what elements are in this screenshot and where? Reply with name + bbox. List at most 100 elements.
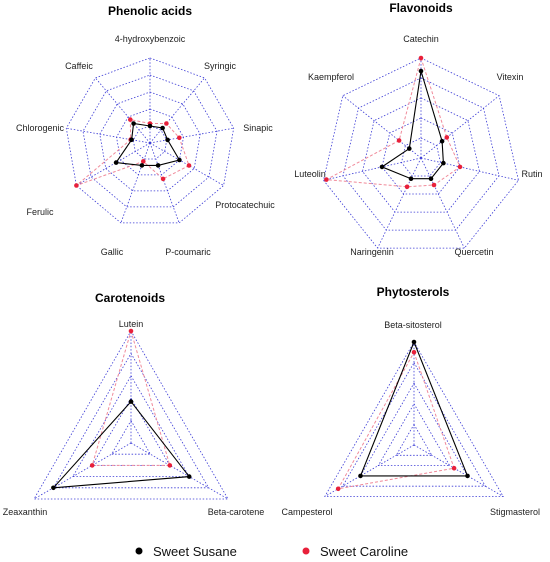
phenolic-acids-title: Phenolic acids: [108, 4, 192, 18]
flavonoids-spoke-luteolin: [323, 157, 422, 181]
carotenoids-grid: [33, 330, 229, 500]
phytosterols-grid-ring-4: [341, 361, 487, 487]
phenolic-acids-point-sweet-caroline-gallic: [141, 159, 146, 164]
phenolic-acids-grid-ring-1: [132, 125, 168, 160]
phytosterols-point-sweet-susane-campesterol: [358, 473, 363, 479]
phenolic-acids-point-sweet-susane-ferulic: [113, 160, 119, 165]
phenolic-acids-point-sweet-susane-protocatechuic: [177, 157, 182, 163]
flavonoids-axis-label-naringenin: Naringenin: [350, 247, 394, 257]
phytosterols-point-sweet-caroline-beta-sitosterol: [411, 350, 417, 355]
phenolic-acids-point-sweet-susane-sinapic: [165, 137, 170, 143]
phytosterols-spoke-stigmasterol: [413, 444, 504, 497]
phytosterols-title: Phytosterols: [377, 285, 450, 299]
phenolic-acids-point-sweet-caroline-ferulic: [74, 183, 79, 188]
flavonoids-series-line-sweet-caroline: [324, 56, 461, 188]
carotenoids-series-line-sweet-susane: [52, 400, 191, 489]
phenolic-acids-point-sweet-caroline-caffeic: [128, 117, 133, 122]
phenolic-acids-axis-label-caffeic: Caffeic: [65, 61, 93, 71]
carotenoids-series-line-sweet-caroline: [91, 329, 171, 466]
phytosterols-point-sweet-caroline-stigmasterol: [451, 465, 457, 471]
phenolic-acids-grid-ring-3: [99, 91, 201, 192]
phenolic-acids-spoke-ferulic: [76, 142, 151, 186]
carotenoids-grid-ring-5: [33, 330, 229, 500]
phytosterols-axis-label-stigmasterol: Stigmasterol: [490, 507, 540, 517]
carotenoids-grid-ring-3: [72, 375, 190, 478]
phenolic-acids-point-sweet-caroline-syringic: [164, 121, 169, 126]
flavonoids-spoke-naringenin: [377, 157, 422, 249]
flavonoids-point-sweet-caroline-naringenin: [404, 184, 410, 190]
phenolic-acids-spoke-chlorogenic: [66, 127, 151, 144]
phytosterols-panel: Phytosterols Beta-sitosterol Stigmasterol…: [281, 285, 540, 517]
phenolic-acids-panel: Phenolic acids 4-hydroxybenzoic Syringic S…: [16, 4, 275, 257]
phenolic-acids-series-line-sweet-caroline: [76, 118, 190, 186]
flavonoids-point-sweet-caroline-catechin: [418, 55, 424, 61]
phytosterols-axis-label-beta-sitosterol: Beta-sitosterol: [384, 320, 442, 330]
carotenoids-point-sweet-susane-lutein: [128, 399, 134, 404]
carotenoids-axis-label-lutein: Lutein: [119, 319, 144, 329]
carotenoids-panel: Carotenoids Lutein Beta-carotene Zeaxanthi…: [3, 291, 265, 517]
carotenoids-spoke-beta-carotene: [130, 442, 229, 500]
phenolic-acids-spoke-syringic: [149, 77, 205, 144]
carotenoids-point-sweet-susane-zeaxanthin: [51, 485, 56, 491]
flavonoids-spoke-rutin: [420, 157, 519, 181]
phenolic-acids-grid-ring-5: [65, 57, 235, 224]
flavonoids-panel: Flavonoids Catechin Vitexin Rutin Quercetin…: [294, 1, 542, 257]
phenolic-acids-point-sweet-susane-gallic: [139, 163, 145, 168]
carotenoids-spoke-zeaxanthin: [33, 442, 132, 500]
phytosterols-series-line-sweet-caroline: [337, 351, 455, 490]
flavonoids-point-sweet-susane-vitexin: [439, 138, 445, 144]
carotenoids-point-sweet-caroline-lutein: [128, 328, 134, 334]
phenolic-acids-axis-label-chlorogenic: Chlorogenic: [16, 123, 65, 133]
phenolic-acids-axis-label-ferulic: Ferulic: [26, 207, 54, 217]
phenolic-acids-axis-label-syringic: Syringic: [204, 61, 237, 71]
carotenoids-grid-ring-1: [110, 419, 152, 455]
flavonoids-spoke-quercetin: [420, 157, 465, 249]
phenolic-acids-point-sweet-susane-4-hydroxybenzoic: [147, 123, 153, 129]
flavonoids-grid-ring-1: [401, 137, 441, 177]
flavonoids-point-sweet-caroline-kaempferol: [396, 138, 402, 143]
flavonoids-point-sweet-susane-luteolin: [379, 164, 385, 170]
phytosterols-grid: [324, 341, 504, 497]
phytosterols-grid-ring-2: [377, 403, 451, 467]
carotenoids-grid-ring-2: [91, 397, 171, 466]
flavonoids-grid-ring-5: [323, 57, 519, 249]
flavonoids-point-sweet-caroline-vitexin: [444, 135, 450, 140]
phytosterols-series-line-sweet-susane: [359, 340, 469, 477]
flavonoids-axis-label-quercetin: Quercetin: [454, 247, 493, 257]
phenolic-acids-grid: [65, 57, 235, 224]
carotenoids-title: Carotenoids: [95, 291, 165, 305]
flavonoids-axis-label-rutin: Rutin: [521, 169, 542, 179]
phenolic-acids-spoke-gallic: [120, 142, 151, 224]
legend-label-sweet-caroline: Sweet Caroline: [320, 544, 408, 559]
flavonoids-spoke-vitexin: [420, 95, 500, 159]
phytosterols-axis-labels: Beta-sitosterol Stigmasterol Campesterol: [281, 320, 540, 517]
flavonoids-point-sweet-susane-naringenin: [408, 176, 414, 181]
phytosterols-series: [335, 339, 470, 492]
carotenoids-series: [51, 328, 192, 491]
phytosterols-point-sweet-susane-stigmasterol: [465, 473, 470, 479]
phytosterols-grid-ring-5: [324, 341, 504, 497]
flavonoids-grid: [323, 57, 519, 249]
phenolic-acids-point-sweet-susane-syringic: [160, 125, 165, 131]
flavonoids-axis-labels: Catechin Vitexin Rutin Quercetin Naringenin L…: [294, 34, 542, 257]
phenolic-acids-spoke-caffeic: [95, 77, 151, 144]
flavonoids-title: Flavonoids: [389, 1, 453, 15]
phenolic-acids-point-sweet-caroline-sinapic: [177, 135, 182, 141]
flavonoids-point-sweet-caroline-luteolin: [324, 177, 329, 182]
flavonoids-grid-ring-3: [362, 97, 480, 213]
carotenoids-point-sweet-susane-beta-carotene: [186, 474, 192, 479]
flavonoids-point-sweet-susane-kaempferol: [407, 146, 412, 151]
flavonoids-grid-ring-2: [381, 117, 461, 195]
phenolic-acids-grid-ring-4: [82, 74, 218, 208]
flavonoids-point-sweet-caroline-rutin: [457, 164, 463, 170]
flavonoids-point-sweet-susane-quercetin: [428, 176, 434, 181]
flavonoids-point-sweet-caroline-quercetin: [431, 182, 437, 188]
phytosterols-axis-label-campesterol: Campesterol: [281, 507, 332, 517]
carotenoids-axis-labels: Lutein Beta-carotene Zeaxanthin: [3, 319, 265, 517]
phenolic-acids-spoke-sinapic: [149, 127, 234, 144]
phenolic-acids-point-sweet-susane-p-coumaric: [155, 163, 161, 168]
phytosterols-grid-ring-1: [395, 423, 433, 456]
flavonoids-series: [324, 55, 463, 190]
flavonoids-axis-label-catechin: Catechin: [403, 34, 439, 44]
carotenoids-point-sweet-caroline-beta-carotene: [167, 463, 173, 468]
